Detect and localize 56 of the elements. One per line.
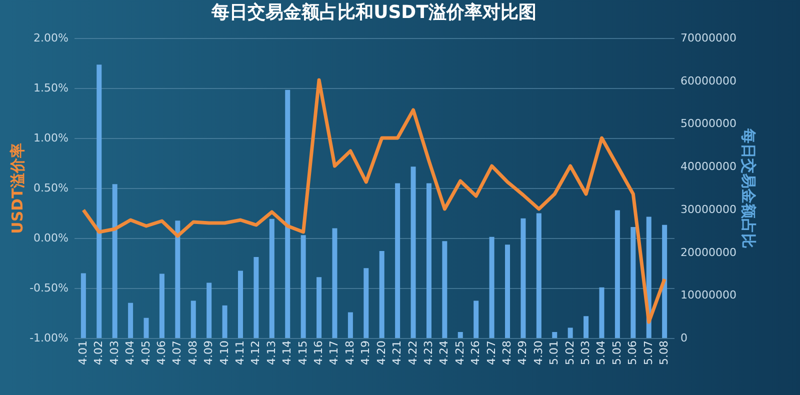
- x-tick-label: 4.15: [296, 340, 310, 365]
- x-tick-label: 4.09: [202, 340, 216, 365]
- x-tick-label: 5.06: [626, 340, 640, 365]
- x-tick-label: 5.04: [594, 340, 608, 365]
- x-tick-label: 5.08: [658, 340, 671, 365]
- y2-tick-label: 70000000: [680, 32, 736, 44]
- y2-tick-label: 0: [680, 332, 688, 344]
- y2-tick-label: 20000000: [680, 246, 736, 259]
- x-tick-label: 4.13: [264, 340, 278, 365]
- x-tick-label: 4.08: [186, 340, 200, 365]
- y-axis-title: USDT溢价率: [8, 143, 27, 234]
- y-tick-label: -0.50%: [30, 282, 68, 294]
- x-tick-label: 4.02: [92, 340, 106, 365]
- x-tick-label: 4.10: [218, 340, 231, 365]
- x-tick-label: 4.28: [500, 340, 514, 365]
- x-tick-label: 4.14: [280, 340, 294, 365]
- y-tick-label: 1.50%: [34, 82, 68, 94]
- x-tick-label: 4.27: [484, 340, 498, 365]
- x-tick-label: 4.19: [359, 340, 372, 365]
- x-tick-label: 4.26: [469, 340, 482, 365]
- x-tick-label: 4.24: [438, 340, 451, 365]
- x-tick-label: 4.03: [108, 340, 121, 365]
- y2-tick-label: 50000000: [680, 117, 736, 130]
- y2-tick-label: 10000000: [680, 288, 736, 302]
- x-tick-label: 4.05: [139, 340, 152, 365]
- x-tick-label: 5.03: [579, 340, 592, 365]
- x-tick-label: 4.21: [390, 340, 404, 365]
- y2-tick-label: 30000000: [680, 202, 736, 216]
- chart-title: 每日交易金额占比和USDT溢价率对比图: [210, 2, 536, 23]
- x-tick-label: 4.18: [343, 340, 356, 365]
- x-tick-label: 4.06: [154, 340, 168, 365]
- x-tick-label: 5.05: [610, 340, 624, 365]
- y2-tick-label: 40000000: [680, 160, 736, 174]
- y2-tick-label: 60000000: [680, 74, 736, 88]
- x-tick-label: 4.23: [422, 340, 435, 365]
- x-tick-label: 4.07: [170, 340, 184, 365]
- y2-axis-title: 每日交易金额占比: [739, 128, 758, 248]
- y-tick-label: 0.00%: [34, 232, 68, 244]
- x-tick-label: 5.07: [642, 340, 655, 365]
- x-tick-label: 4.12: [249, 340, 262, 365]
- x-tick-label: 4.20: [374, 340, 388, 365]
- y-tick-label: 2.00%: [34, 32, 68, 44]
- y-tick-label: 0.50%: [34, 182, 68, 194]
- y-tick-label: -1.00%: [30, 332, 68, 344]
- x-tick-label: 4.01: [76, 340, 90, 365]
- y-tick-label: 1.00%: [34, 132, 68, 144]
- x-tick-label: 4.22: [406, 340, 420, 365]
- x-tick-label: 4.17: [328, 340, 341, 365]
- x-tick-label: 4.11: [233, 340, 246, 365]
- x-tick-label: 4.04: [124, 340, 137, 365]
- x-tick-label: 4.29: [516, 340, 530, 365]
- x-tick-label: 5.01: [548, 340, 561, 365]
- x-tick-label: 5.02: [563, 340, 576, 365]
- x-tick-label: 4.25: [453, 340, 466, 365]
- x-tick-label: 4.16: [312, 340, 326, 365]
- x-tick-label: 4.30: [532, 340, 545, 365]
